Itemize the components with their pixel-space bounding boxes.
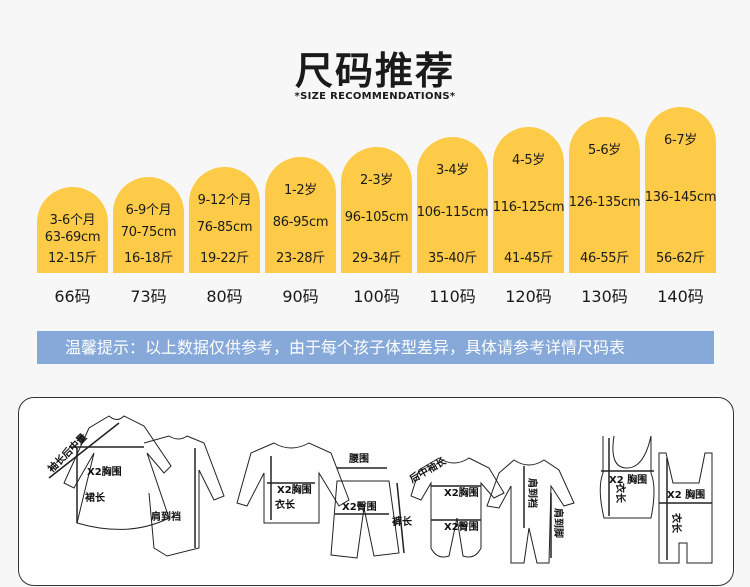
size-age: 6-9个月 (125, 203, 172, 218)
label-skirt-length: 裙长 (85, 491, 106, 504)
bodysuit-icon (143, 435, 225, 557)
top-icon (236, 442, 350, 524)
size-bar: 6-7岁 136-145cm 56-62斤 (644, 107, 717, 273)
size-code: 73码 (130, 287, 167, 306)
size-weight: 19-22斤 (200, 251, 249, 266)
label-top-chest: X2胸围 (277, 483, 312, 496)
size-weight: 29-34斤 (352, 251, 401, 266)
size-code: 140码 (657, 287, 704, 306)
size-age: 9-12个月 (197, 193, 252, 208)
size-height: 96-105cm (344, 210, 409, 225)
size-code: 130码 (581, 287, 628, 306)
size-bar: 4-5岁 116-125cm 41-45斤 (492, 127, 565, 273)
size-bar: 2-3岁 96-105cm 29-34斤 (341, 147, 412, 273)
size-height: 70-75cm (120, 225, 177, 240)
size-height: 76-85cm (196, 220, 253, 235)
size-code: 66码 (54, 287, 91, 306)
measurement-diagram: 袖长后中量 X2胸围 裙长 肩到裆 X2胸围 衣长 腰围 X2臀围 裤长 后中袖… (18, 397, 734, 586)
label-chest: X2胸围 (87, 465, 122, 478)
size-bar: 9-12个月 76-85cm 19-22斤 (189, 167, 260, 273)
size-age: 4-5岁 (511, 153, 546, 168)
label-top-length: 衣长 (275, 498, 296, 511)
size-age: 5-6岁 (587, 143, 622, 158)
label-tank-chest: X2 胸围 (609, 473, 647, 486)
label-shoulder-foot: 肩到脚 (552, 508, 565, 538)
page-title: 尺码推荐 (294, 49, 455, 93)
size-code: 90码 (282, 287, 319, 306)
size-height: 106-115cm (416, 205, 489, 220)
label-sleeve-back: 袖长后中量 (44, 431, 89, 476)
pants-icon (330, 480, 400, 559)
size-age: 3-4岁 (435, 163, 470, 178)
size-height: 86-95cm (272, 215, 329, 230)
size-bar: 3-4岁 106-115cm 35-40斤 (416, 137, 489, 273)
romper-icon (410, 457, 505, 558)
dress-icon (63, 415, 172, 530)
size-bar: 6-9个月 70-75cm 16-18斤 (113, 177, 184, 273)
size-weight: 46-55斤 (580, 251, 629, 266)
size-code: 120码 (505, 287, 552, 306)
size-height: 126-135cm (568, 195, 641, 210)
label-romper-chest: X2胸围 (444, 486, 479, 499)
size-height: 136-145cm (644, 190, 717, 205)
label-romper-hip: X2臀围 (444, 521, 479, 533)
overalls-icon (658, 452, 713, 564)
size-age: 6-7岁 (663, 133, 698, 148)
size-weight: 16-18斤 (124, 251, 173, 266)
label-shoulder-crotch-2: 肩到裆 (526, 478, 539, 508)
label-waist: 腰围 (348, 453, 369, 465)
size-age: 2-3岁 (359, 173, 394, 188)
size-weight: 35-40斤 (428, 251, 477, 266)
size-weight: 56-62斤 (656, 251, 705, 266)
label-tank-length: 衣长 (614, 483, 627, 504)
size-age: 3-6个月 (49, 213, 96, 228)
size-bar: 5-6岁 126-135cm 46-55斤 (568, 117, 641, 273)
size-height: 116-125cm (492, 200, 565, 215)
size-weight: 12-15斤 (48, 251, 97, 266)
label-pants-length: 裤长 (392, 515, 413, 528)
long-romper-icon (486, 459, 575, 564)
size-code: 110码 (429, 287, 476, 306)
size-age: 1-2岁 (283, 183, 318, 198)
label-overalls-chest: X2 胸围 (667, 488, 705, 501)
tank-top-icon (599, 435, 655, 519)
size-bar: 1-2岁 86-95cm 23-28斤 (265, 157, 336, 273)
label-hip: X2臀围 (342, 501, 377, 513)
size-code: 80码 (206, 287, 243, 306)
tip-banner: 温馨提示：以上数据仅供参考，由于每个孩子体型差异，具体请参考详情尺码表 (37, 331, 714, 364)
label-shoulder-crotch: 肩到裆 (151, 510, 181, 523)
label-back-sleeve: 后中袖长 (407, 454, 449, 486)
page-subtitle: *SIZE RECOMMENDATIONS* (294, 91, 456, 102)
size-height: 63-69cm (44, 230, 101, 245)
size-weight: 41-45斤 (504, 251, 553, 266)
garment-illustrations: 袖长后中量 X2胸围 裙长 肩到裆 X2胸围 衣长 腰围 X2臀围 裤长 后中袖… (44, 415, 713, 564)
size-bar: 3-6个月 63-69cm 12-15斤 (37, 187, 108, 273)
label-overalls-length: 衣长 (670, 513, 683, 534)
size-code: 100码 (353, 287, 400, 306)
size-weight: 23-28斤 (276, 251, 325, 266)
